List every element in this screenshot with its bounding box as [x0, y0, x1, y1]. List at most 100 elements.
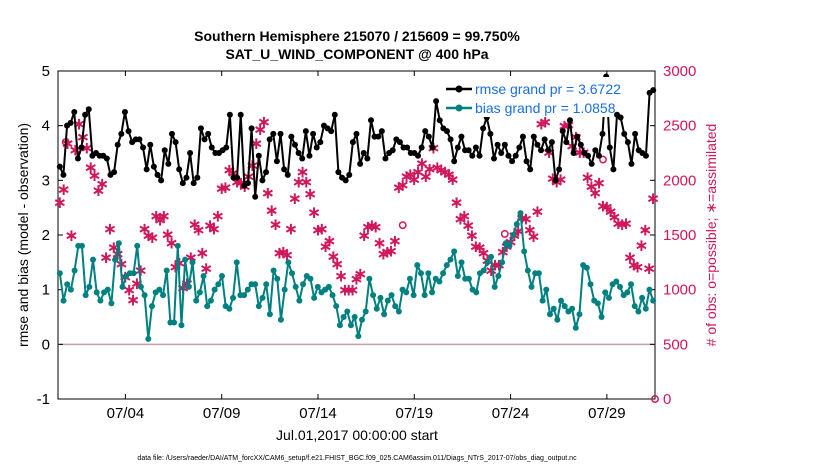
bias-point [189, 259, 196, 266]
bias-point [605, 294, 612, 301]
bias-point [82, 292, 89, 299]
bias-point [572, 324, 579, 331]
rmse-point [237, 111, 244, 118]
bias-point [311, 294, 318, 301]
bias-point [145, 335, 152, 342]
bias-point [218, 273, 225, 279]
y2-tick-label: 1500 [663, 227, 696, 244]
bias-point [458, 259, 465, 266]
bias-point [204, 303, 211, 310]
obs-assimilated-marker: ∗ [627, 256, 641, 275]
bias-point [252, 281, 259, 288]
obs-assimilated-marker: ∗ [87, 166, 101, 185]
rmse-point [172, 139, 179, 146]
rmse-point [375, 133, 382, 140]
obs-assimilated-marker: ∗ [91, 181, 105, 200]
obs-assimilated-marker: ∗ [607, 207, 621, 226]
bias-point [639, 294, 646, 301]
y-tick-label: 3 [42, 172, 50, 189]
rmse-point [588, 160, 595, 167]
bias-point [366, 275, 373, 282]
obs-assimilated-marker: ∗ [268, 215, 282, 234]
rmse-point [501, 141, 508, 148]
bias-point [359, 316, 366, 323]
rmse-point [621, 130, 628, 137]
bias-point [351, 314, 358, 320]
obs-assimilated-marker: ∗ [419, 167, 433, 186]
x-tick-label: 07/14 [299, 405, 337, 422]
obs-assimilated-marker: ∗ [438, 163, 452, 182]
bias-point [524, 267, 531, 274]
bias-point [134, 242, 141, 249]
obs-assimilated-marker: ∗ [573, 143, 587, 162]
rmse-point [291, 141, 298, 148]
rmse-point [60, 171, 67, 178]
rmse-point [78, 144, 85, 151]
obs-possible-marker [599, 155, 607, 164]
y2-tick-label: 3000 [663, 63, 696, 80]
rmse-point [454, 144, 461, 151]
bias-point [71, 267, 78, 274]
obs-assimilated-marker: ∗ [407, 170, 421, 189]
rmse-point [465, 147, 472, 154]
obs-assimilated-marker: ∗ [265, 201, 279, 220]
rmse-point [480, 125, 487, 132]
rmse-point [548, 139, 555, 146]
obs-assimilated-marker: ∗ [392, 178, 406, 197]
bias-point [156, 286, 163, 293]
obs-assimilated-marker: ∗ [191, 221, 205, 240]
rmse-point [367, 117, 374, 124]
rmse-point [541, 136, 548, 143]
bias-point [451, 248, 458, 255]
bias-point [406, 275, 413, 282]
rmse-point [527, 166, 534, 173]
obs-assimilated-marker: ∗ [292, 172, 306, 191]
rmse-point [599, 130, 606, 137]
obs-assimilated-marker: ∗ [411, 163, 425, 182]
x-tick-label: 07/19 [396, 405, 434, 422]
obs-assimilated-marker: ∗ [257, 112, 271, 131]
rmse-point [389, 147, 396, 154]
rmse-point [143, 166, 150, 173]
obs-assimilated-marker: ∗ [615, 215, 629, 234]
obs-assimilated-marker: ∗ [295, 163, 309, 182]
obs-assimilated-marker: ∗ [623, 248, 637, 267]
bias-point [266, 311, 273, 318]
rmse-point [570, 150, 577, 156]
bias-point [215, 281, 222, 288]
bias-point [495, 273, 502, 279]
y2-tick-label: 2000 [663, 172, 696, 189]
obs-assimilated-marker: ∗ [145, 228, 159, 247]
chart-subtitle: SAT_U_WIND_COMPONENT @ 400 hPa [225, 46, 488, 62]
bias-point [241, 292, 248, 299]
obs-assimilated-marker: ∗ [619, 214, 633, 233]
rmse-point [606, 144, 613, 151]
bias-point [392, 303, 399, 310]
bias-point [535, 270, 542, 277]
bias-point [314, 283, 321, 290]
obs-possible-marker [651, 395, 659, 403]
obs-assimilated-marker: ∗ [496, 242, 510, 261]
rmse-point [208, 144, 215, 151]
rmse-point [433, 98, 440, 105]
bias-point [285, 259, 292, 266]
rmse-point [552, 177, 559, 184]
bias-point [631, 303, 638, 310]
rmse-point [331, 111, 338, 118]
obs-assimilated-marker: ∗ [211, 206, 225, 225]
bias-point [211, 286, 218, 293]
obs-assimilated-marker: ∗ [384, 241, 398, 260]
bias-point [200, 273, 207, 279]
rmse-point [71, 109, 78, 115]
bias-point [193, 297, 200, 304]
bias-point [602, 289, 609, 296]
rmse-point [642, 152, 649, 159]
obs-assimilated-marker: ∗ [53, 193, 67, 212]
bias-point [174, 242, 181, 249]
bias-point [616, 283, 623, 290]
bias-point [377, 294, 384, 301]
rmse-point [273, 158, 280, 165]
rmse-point [114, 141, 121, 148]
bias-point [97, 297, 104, 304]
